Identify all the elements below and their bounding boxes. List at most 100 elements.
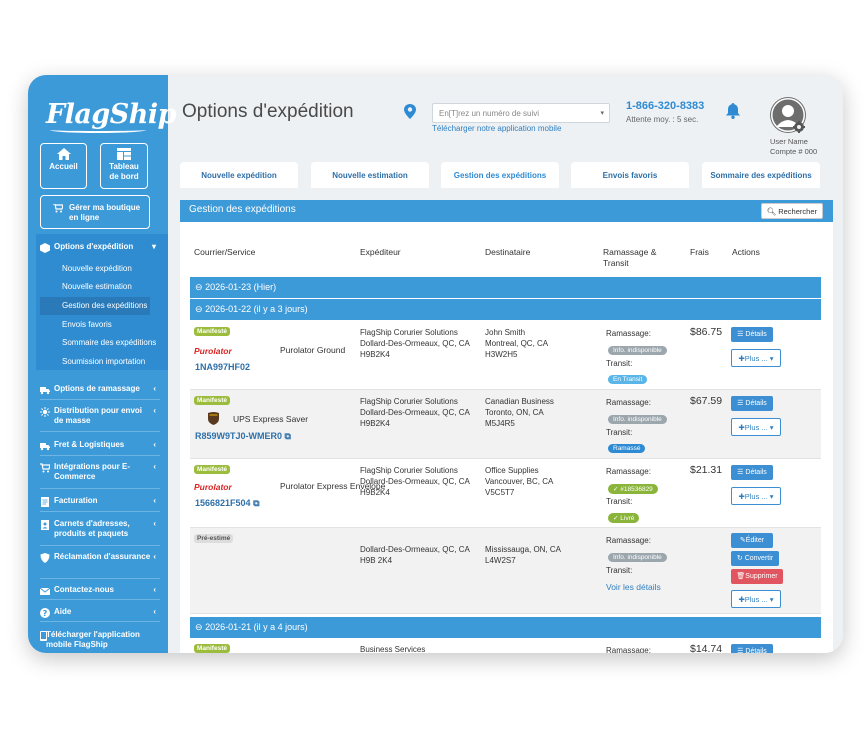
collapse-icon: ⊖	[195, 282, 203, 292]
recipient-info: Office Supplies Vancouver, BC, CA V5C5T7	[485, 465, 553, 498]
page-title: Options d'expédition	[182, 101, 354, 122]
service-name: Purolator Ground	[280, 345, 346, 355]
plus-icon: ✚	[738, 492, 745, 501]
bell-icon[interactable]	[726, 103, 740, 119]
details-button[interactable]: ☰ Détails	[731, 465, 773, 480]
store-label: Gérer ma boutique en ligne	[69, 203, 141, 222]
table-row: Manifesté UPS Express Saver R859W9TJ0-WM…	[190, 390, 821, 459]
address-book-icon	[41, 520, 49, 530]
gear-icon[interactable]	[793, 121, 805, 133]
tab-shipment-management[interactable]: Gestion des expéditions	[441, 162, 559, 188]
sidebar-sub-favorites[interactable]: Envois favoris	[62, 320, 112, 329]
sender-name: FlagShip Corurier Solutions	[360, 397, 458, 406]
store-button[interactable]: Gérer ma boutique en ligne	[40, 195, 150, 229]
account-number: Compte # 000	[770, 147, 818, 156]
sidebar-sub-new-shipment[interactable]: Nouvelle expédition	[62, 264, 132, 273]
purolator-logo: Purolator	[194, 346, 232, 356]
recipient-city: Vancouver, BC, CA	[485, 477, 554, 486]
sidebar: FlagShip Accueil Tableau de bord Gérer m…	[28, 75, 177, 653]
edit-button[interactable]: ✎Éditer	[731, 533, 773, 548]
sender-info: FlagShip Corurier Solutions Dollard-Des-…	[360, 465, 470, 498]
panel-title: Gestion des expéditions	[189, 204, 296, 215]
tracking-number-input[interactable]: En[T]rez un numéro de suivi ▾	[432, 103, 610, 123]
date-group-bar[interactable]: ⊖ 2026-01-23 (Hier)	[190, 277, 821, 298]
more-dropdown-button[interactable]: ✚Plus ... ▾	[731, 418, 781, 436]
sidebar-item-label: Options d'expédition	[54, 242, 134, 251]
help-icon: ?	[40, 608, 50, 618]
home-label: Accueil	[49, 162, 78, 171]
home-button[interactable]: Accueil	[40, 143, 87, 189]
sidebar-item-label: Distribution pour envoi de masse	[54, 406, 142, 425]
refresh-icon: ↻	[736, 555, 743, 562]
recipient-name: Canadian Business	[485, 397, 554, 406]
trash-icon: 🗑︎	[736, 573, 746, 580]
sidebar-sub-shipment-management[interactable]: Gestion des expéditions	[40, 297, 150, 315]
pickup-label: Ramassage:	[606, 329, 651, 338]
date-group-bar[interactable]: ⊖ 2026-01-21 (il y a 4 jours)	[190, 617, 821, 638]
price: $67.59	[690, 395, 723, 407]
delete-button[interactable]: 🗑︎Supprimer	[731, 569, 783, 584]
price: $14.74	[690, 643, 723, 653]
pickup-label: Ramassage:	[606, 536, 651, 545]
pickup-confirmation: #18536829	[620, 486, 653, 493]
recipient-postal: M5J4R5	[485, 419, 515, 428]
manifested-badge: Manifesté	[194, 644, 230, 653]
service-name: Purolator Express Envelope	[280, 481, 386, 491]
more-dropdown-button[interactable]: ✚Plus ... ▾	[731, 487, 781, 505]
more-dropdown-button[interactable]: ✚Plus ... ▾	[731, 349, 781, 367]
dropdown-arrow-icon[interactable]: ▾	[600, 110, 604, 117]
pickup-status-pill: Info. indisponible	[608, 346, 667, 355]
sender-postal: H9B 2K4	[360, 556, 393, 565]
sender-name: FlagShip Corurier Solutions	[360, 328, 458, 337]
search-button[interactable]: 🔍︎ Rechercher	[760, 203, 823, 219]
sidebar-sub-import[interactable]: Soumission importation	[62, 357, 146, 366]
recipient-info: John Smith Montreal, QC, CA H3W2H5	[485, 327, 548, 360]
tab-new-shipment[interactable]: Nouvelle expédition	[180, 162, 298, 188]
details-label: Détails	[745, 400, 767, 407]
details-button[interactable]: ☰ Détails	[731, 327, 773, 342]
plus-icon: ✚	[738, 423, 745, 432]
manifested-badge: Manifesté	[194, 327, 230, 336]
date-label: 2026-01-22 (il y a 3 jours)	[205, 304, 308, 314]
date-group-bar[interactable]: ⊖ 2026-01-22 (il y a 3 jours)	[190, 299, 821, 320]
more-dropdown-button[interactable]: ✚Plus ... ▾	[731, 590, 781, 608]
dashboard-button[interactable]: Tableau de bord	[100, 143, 148, 189]
pickup-status-pill: Info. indisponible	[608, 415, 667, 424]
see-details-link[interactable]: Voir les détails	[606, 582, 661, 592]
tracking-link[interactable]: 1NA997HF02	[195, 362, 251, 372]
recipient-city: Toronto, ON, CA	[485, 408, 544, 417]
user-name: User Name	[770, 137, 808, 146]
sidebar-sub-new-estimate[interactable]: Nouvelle estimation	[62, 282, 132, 291]
more-label: Plus ...	[744, 492, 768, 501]
check-icon: ✓	[613, 486, 619, 493]
details-button[interactable]: ☰ Détails	[731, 396, 773, 411]
tracking-number: 1566821F504	[195, 498, 251, 508]
convert-button[interactable]: ↻ Convertir	[731, 551, 779, 566]
date-label: 2026-01-21 (il y a 4 jours)	[205, 622, 308, 632]
search-label: Rechercher	[778, 207, 817, 216]
pickup-label: Ramassage:	[606, 398, 651, 407]
caret-down-icon: ▾	[769, 354, 774, 363]
sidebar-item-label: Réclamation d'assurance	[54, 552, 151, 561]
edit-label: Éditer	[745, 537, 765, 544]
recipient-name: Office Supplies	[485, 466, 539, 475]
col-header-carrier: Courrier/Service	[194, 247, 256, 257]
tracking-link[interactable]: R859W9TJ0-WMER0 ⧉	[195, 431, 291, 442]
support-phone[interactable]: 1-866-320-8383	[626, 100, 705, 112]
shipments-table: Courrier/Service Expéditeur Destinataire…	[190, 242, 821, 653]
tab-new-estimate[interactable]: Nouvelle estimation	[311, 162, 429, 188]
chevron-left-icon: ‹	[153, 607, 156, 616]
collapse-icon: ⊖	[195, 304, 203, 314]
tab-favorites[interactable]: Envois favoris	[571, 162, 689, 188]
details-button[interactable]: ☰ Détails	[731, 644, 773, 653]
transit-label: Transit:	[606, 566, 633, 575]
download-app-link[interactable]: Télécharger notre application mobile	[432, 124, 562, 133]
tracking-link[interactable]: 1566821F504 ⧉	[195, 498, 260, 509]
shipments-panel: Gestion des expéditions 🔍︎ Rechercher Co…	[180, 200, 833, 653]
sidebar-item-label: Fret & Logistiques	[54, 440, 125, 449]
tab-summary[interactable]: Sommaire des expéditions	[702, 162, 820, 188]
delete-label: Supprimer	[745, 573, 778, 580]
sidebar-sub-summary[interactable]: Sommaire des expéditions	[62, 338, 157, 347]
flagship-logo[interactable]: FlagShip	[46, 99, 177, 130]
list-icon: ☰	[737, 469, 744, 476]
